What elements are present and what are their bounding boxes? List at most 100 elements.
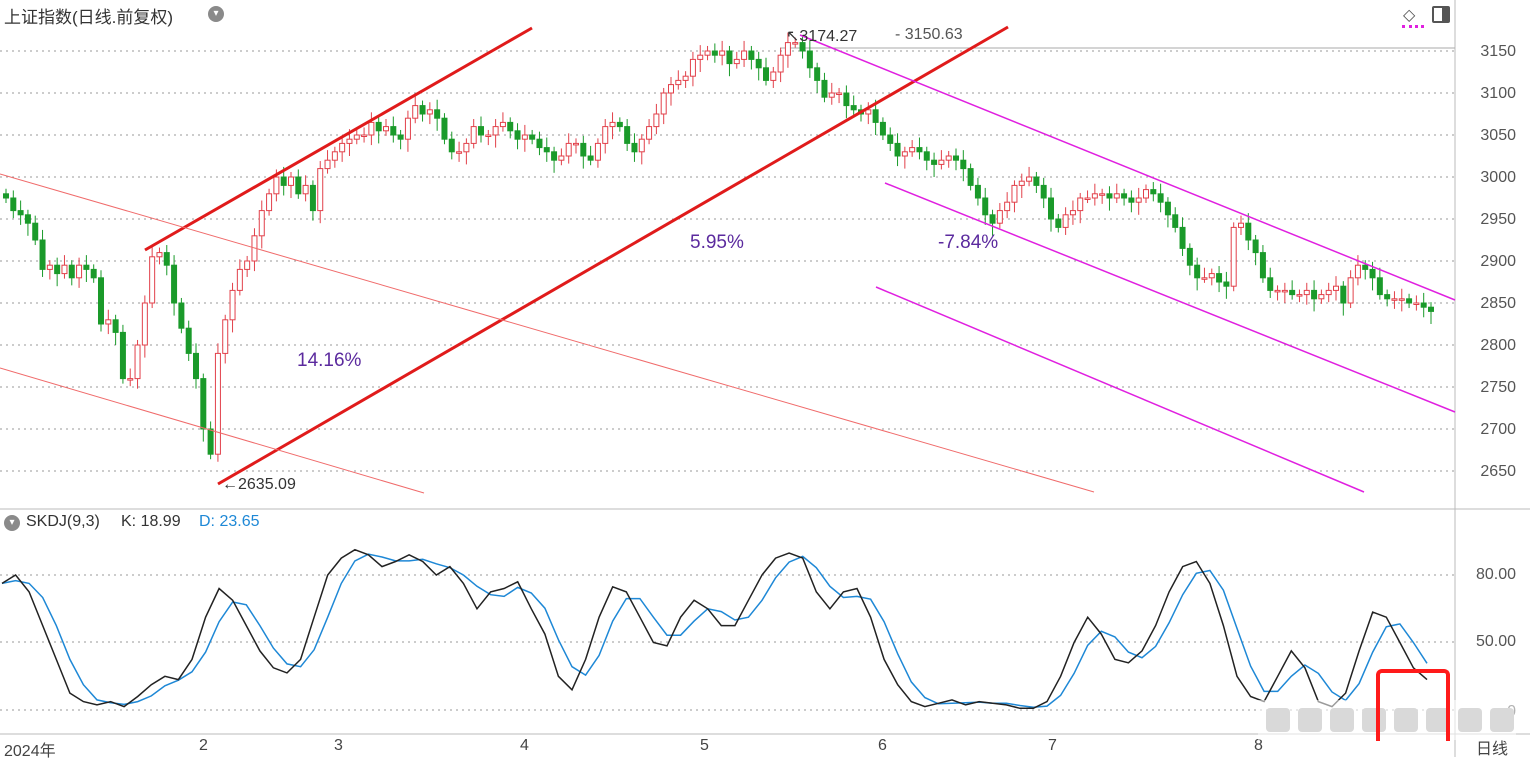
candle-body bbox=[485, 134, 492, 137]
candle-body bbox=[996, 210, 1003, 224]
candle-body bbox=[98, 277, 104, 325]
candle-body bbox=[200, 378, 207, 430]
indicator-name: SKDJ(9,3) bbox=[26, 513, 100, 530]
candle-body bbox=[682, 75, 689, 81]
chevron-down-circle-icon[interactable]: ▾ bbox=[208, 6, 224, 22]
candle-body bbox=[741, 50, 748, 60]
candle-body bbox=[1084, 197, 1091, 200]
candle-body bbox=[258, 210, 265, 237]
candle-body bbox=[434, 109, 441, 119]
candle-body bbox=[1398, 298, 1405, 301]
candle-body bbox=[331, 151, 338, 161]
candle-body bbox=[675, 79, 682, 86]
candle-body bbox=[1354, 264, 1361, 279]
candle-body bbox=[54, 264, 61, 275]
candle-body bbox=[229, 289, 236, 321]
candle-body bbox=[529, 134, 536, 140]
price-tick: 2850 bbox=[1480, 295, 1516, 312]
candle-body bbox=[1164, 201, 1171, 216]
candle-body bbox=[68, 264, 75, 279]
candle-body bbox=[770, 71, 777, 81]
candle-body bbox=[1391, 298, 1398, 301]
candle-body bbox=[1128, 197, 1135, 203]
candle-body bbox=[1004, 201, 1011, 212]
period-label[interactable]: 日线 bbox=[1476, 741, 1509, 758]
indicator-menu-icon[interactable]: ▾ bbox=[4, 515, 20, 531]
skdj-tick: 80.00 bbox=[1475, 566, 1516, 583]
candle-body bbox=[1376, 277, 1383, 296]
candle-body bbox=[163, 252, 170, 266]
price-tick: 2900 bbox=[1480, 253, 1516, 270]
candle-body bbox=[295, 176, 302, 195]
candle-body bbox=[112, 319, 119, 333]
panel-toggle-icon[interactable] bbox=[1432, 6, 1450, 23]
trend-lines[interactable] bbox=[0, 25, 1456, 494]
candle-body bbox=[982, 197, 989, 216]
candle-body bbox=[171, 264, 178, 304]
candle-body bbox=[441, 117, 448, 140]
candle-body bbox=[397, 134, 404, 140]
candle-body bbox=[1281, 289, 1288, 293]
candle-body bbox=[463, 142, 470, 153]
candle-body bbox=[565, 142, 572, 157]
candle-body bbox=[1150, 189, 1157, 195]
candle-body bbox=[1018, 180, 1025, 186]
candle-body bbox=[368, 121, 375, 136]
candle-body bbox=[1245, 222, 1252, 241]
candle-body bbox=[733, 58, 740, 65]
candle-body bbox=[448, 138, 455, 153]
candle-body bbox=[974, 184, 981, 199]
candle-body bbox=[894, 142, 901, 157]
candle-body bbox=[551, 151, 558, 161]
candle-body bbox=[1040, 184, 1047, 199]
candle-body bbox=[214, 352, 221, 455]
candle-body bbox=[923, 151, 930, 161]
candle-body bbox=[273, 176, 280, 195]
candle-body bbox=[1121, 193, 1128, 199]
red-downtrend-upper bbox=[0, 173, 1095, 493]
candle-body bbox=[280, 176, 287, 186]
candle-body bbox=[46, 264, 53, 270]
candle-body bbox=[704, 50, 711, 56]
candlestick-series[interactable] bbox=[3, 32, 1434, 462]
candle-body bbox=[383, 126, 389, 132]
price-line-value: 3150.63 bbox=[904, 26, 963, 43]
candle-body bbox=[865, 109, 872, 115]
candle-body bbox=[1274, 289, 1281, 293]
month-label: 2024年 bbox=[4, 743, 56, 760]
candle-body bbox=[609, 121, 616, 128]
highlight-box bbox=[1376, 669, 1450, 741]
candle-body bbox=[763, 67, 769, 81]
price-tick: 3150 bbox=[1480, 43, 1516, 60]
candle-body bbox=[1208, 273, 1215, 279]
month-label: 8 bbox=[1254, 737, 1263, 754]
magenta-channel-mid bbox=[884, 182, 1456, 413]
candle-body bbox=[931, 159, 938, 165]
candle-body bbox=[514, 130, 521, 140]
candle-body bbox=[470, 126, 477, 144]
magenta-marker bbox=[1402, 25, 1424, 31]
candle-body bbox=[361, 134, 368, 137]
candle-body bbox=[1252, 239, 1259, 254]
candle-body bbox=[814, 67, 821, 81]
candle-body bbox=[521, 134, 528, 140]
pct-label-down: -7.84% bbox=[938, 232, 999, 253]
indicator-d-value: D: 23.65 bbox=[199, 513, 260, 530]
candle-body bbox=[90, 268, 97, 279]
month-label: 3 bbox=[334, 737, 343, 754]
candle-body bbox=[1311, 289, 1318, 300]
candle-body bbox=[3, 193, 9, 199]
candle-body bbox=[1230, 226, 1237, 287]
candle-body bbox=[594, 142, 601, 161]
candle-body bbox=[748, 50, 755, 60]
candle-body bbox=[1428, 306, 1434, 312]
candle-body bbox=[288, 176, 294, 186]
candle-body bbox=[573, 142, 579, 146]
candle-body bbox=[1194, 264, 1201, 279]
candle-body bbox=[141, 302, 148, 346]
candle-body bbox=[543, 147, 550, 153]
diamond-icon[interactable]: ◇ bbox=[1403, 7, 1416, 24]
candle-body bbox=[419, 105, 426, 115]
